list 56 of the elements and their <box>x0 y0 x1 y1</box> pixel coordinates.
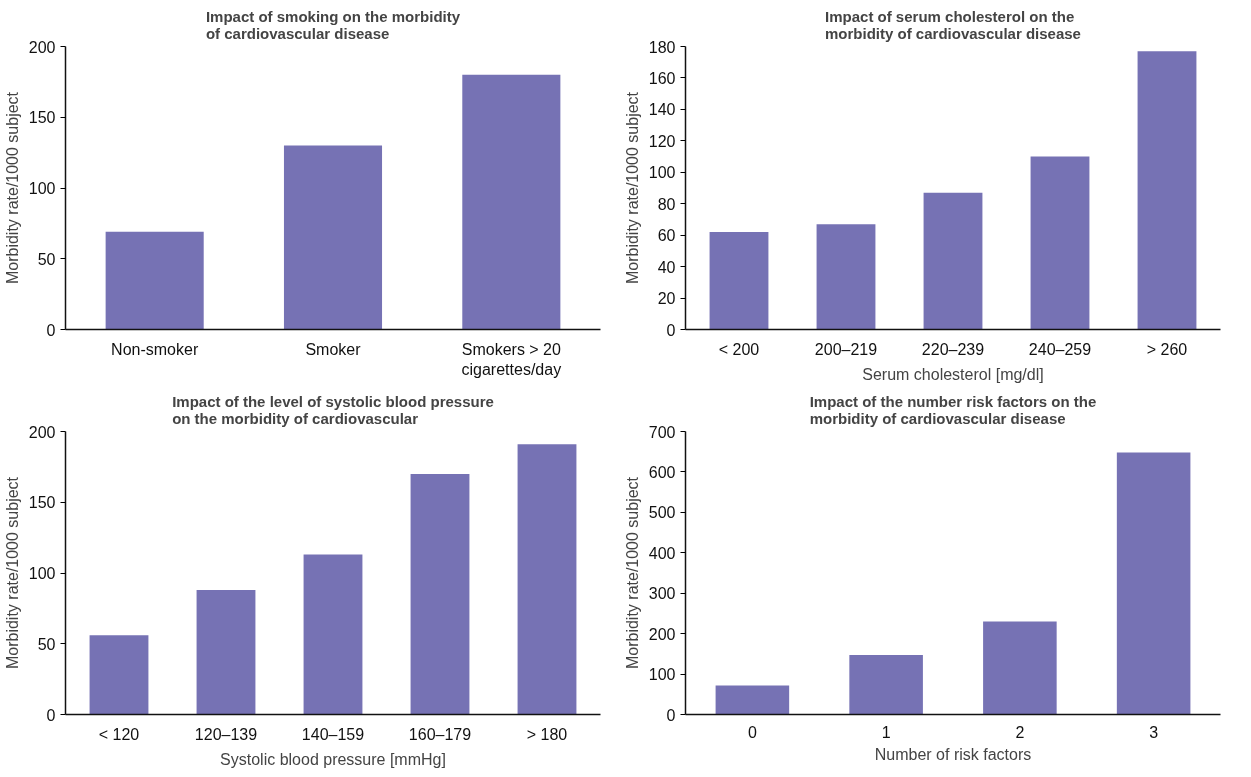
y-tick-label: 60 <box>657 227 676 245</box>
x-tick-label: < 120 <box>98 725 140 743</box>
x-axis-title: Serum cholesterol [mg/dl] <box>862 365 1044 383</box>
chart-title: Impact of smoking on the morbidity of cardiovascular disease <box>205 7 461 42</box>
x-tick-label: 120–139 <box>194 725 258 743</box>
x-tick-label: 0 <box>747 723 757 741</box>
y-axis-title: Morbidity rate/1000 subject <box>623 476 641 670</box>
y-tick-label: 300 <box>648 585 676 603</box>
chart-title: Impact of serum cholesterol on the morbidity of cardiovascular disease <box>825 7 1081 42</box>
y-tick-label: 700 <box>648 423 676 441</box>
x-tick-label: Smokers > 20 cigarettes/day <box>461 340 562 378</box>
y-tick-label: 80 <box>657 195 676 213</box>
y-tick-label: 100 <box>28 180 56 197</box>
y-tick-label: 400 <box>648 544 676 562</box>
y-axis-title: Morbidity rate/1000 subject <box>623 91 641 285</box>
y-tick-label: 600 <box>648 463 676 481</box>
y-tick-label: 150 <box>28 494 56 512</box>
y-tick-label: 0 <box>46 706 56 724</box>
y-tick-label: 50 <box>37 635 56 653</box>
chart-title: Impact of the number risk factors on the morbidity of cardiovascular disease <box>809 392 1097 427</box>
x-tick-label: > 260 <box>1146 340 1188 358</box>
x-tick-label: Smoker <box>305 340 362 358</box>
y-tick-label: 200 <box>28 423 56 441</box>
y-tick-label: 100 <box>28 565 56 582</box>
y-tick-label: 50 <box>37 250 56 268</box>
y-axis-title: Morbidity rate/1000 subject <box>3 476 21 670</box>
y-tick-label: 160 <box>648 69 676 87</box>
y-tick-label: 0 <box>666 706 676 724</box>
chart-title: Impact of the level of systolic blood pressure on the morbidity of cardiovascular <box>172 392 494 427</box>
y-tick-label: 120 <box>648 132 676 150</box>
y-axis-title: Morbidity rate/1000 subject <box>3 91 21 285</box>
x-axis-title: Systolic blood pressure [mmHg] <box>220 750 446 768</box>
y-tick-label: 0 <box>666 321 676 339</box>
x-tick-label: 220–239 <box>921 340 985 358</box>
y-tick-label: 20 <box>657 290 676 308</box>
y-tick-label: 100 <box>648 164 676 182</box>
y-tick-label: 200 <box>648 625 676 643</box>
x-tick-label: Non-smoker <box>111 340 199 358</box>
x-tick-label: 240–259 <box>1028 340 1092 358</box>
x-tick-label: 200–219 <box>814 340 878 358</box>
y-tick-label: 180 <box>648 38 676 56</box>
x-tick-label: 160–179 <box>408 725 472 743</box>
y-tick-label: 150 <box>28 109 56 127</box>
y-tick-label: 40 <box>657 258 676 276</box>
y-tick-label: 500 <box>648 504 676 522</box>
y-tick-label: 100 <box>648 666 676 684</box>
x-tick-label: > 180 <box>526 725 568 743</box>
x-tick-label: 140–159 <box>301 725 365 743</box>
x-tick-label: < 200 <box>718 340 760 358</box>
y-tick-label: 140 <box>648 101 676 119</box>
x-axis-title: Number of risk factors <box>874 745 1032 763</box>
x-tick-label: 3 <box>1149 723 1159 741</box>
x-tick-label: 1 <box>881 723 891 741</box>
y-tick-label: 200 <box>28 38 56 56</box>
y-tick-label: 0 <box>46 321 56 339</box>
x-tick-label: 2 <box>1015 723 1025 741</box>
